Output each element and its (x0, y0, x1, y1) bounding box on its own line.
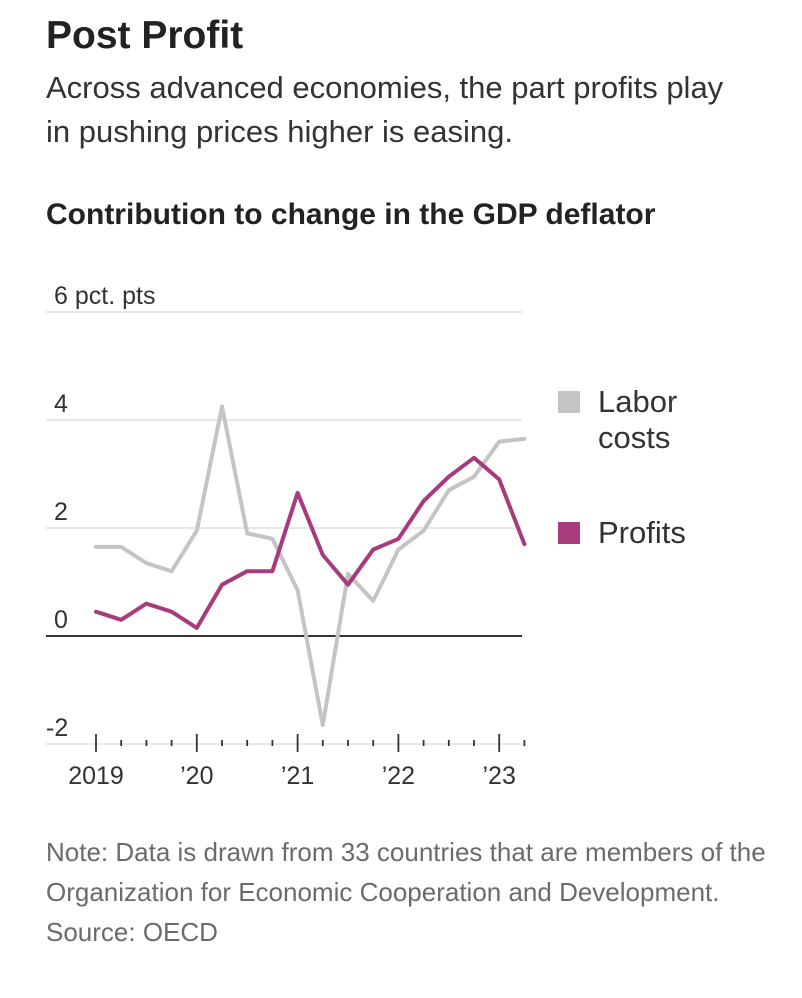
legend-label: Labor (598, 384, 677, 419)
legend-swatch-labor-costs (558, 391, 580, 413)
legend-swatch-profits (558, 522, 580, 544)
chart-source: Source: OECD (46, 917, 218, 947)
chart-title: Contribution to change in the GDP deflat… (46, 198, 656, 231)
chart-note: Note: Data is drawn from 33 countries th… (46, 837, 766, 907)
grid-layer: -2 0 2 4 6 pct. pts (46, 282, 522, 745)
series-line-profits (94, 455, 527, 630)
y-tick-label: 2 (54, 498, 68, 526)
line-chart: -2 0 2 4 6 pct. pts 2019 ’20 ’21 ’22 ’23 Laborco… (46, 282, 686, 790)
x-tick-label: ’22 (382, 762, 415, 790)
y-tick-label: 0 (54, 606, 68, 634)
series-line-labor-costs (94, 404, 527, 728)
y-tick-label: -2 (46, 714, 68, 742)
legend-label: Profits (598, 515, 686, 550)
y-tick-label: 6 pct. pts (54, 282, 155, 310)
x-tick-label: ’20 (180, 762, 213, 790)
page-title: Post Profit (46, 14, 244, 57)
page-subtitle: Across advanced economies, the part prof… (46, 70, 724, 149)
legend-label: costs (598, 420, 670, 455)
x-tick-label: 2019 (68, 762, 124, 790)
chart-footer: Note: Data is drawn from 33 countries th… (46, 832, 766, 952)
x-axis: 2019 ’20 ’21 ’22 ’23 (68, 734, 526, 790)
series-layer (94, 404, 527, 728)
x-tick-label: ’23 (483, 762, 516, 790)
x-tick-label: ’21 (281, 762, 314, 790)
y-tick-label: 4 (54, 390, 68, 418)
